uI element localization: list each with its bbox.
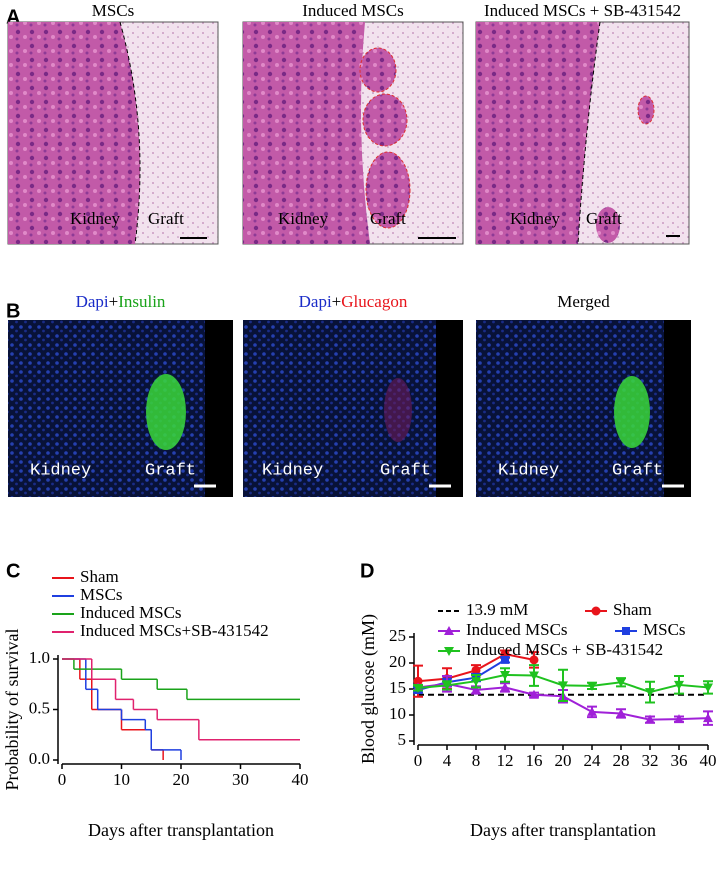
legend-label: MSCs	[643, 620, 686, 639]
data-point	[703, 683, 713, 693]
y-tick-label: 20	[389, 652, 406, 671]
region-label: Graft	[586, 209, 622, 228]
fluorescence-image	[476, 320, 691, 497]
region-label: Graft	[370, 209, 406, 228]
data-point	[674, 714, 684, 724]
x-tick-label: 10	[113, 770, 130, 789]
data-point	[616, 678, 626, 688]
data-point	[500, 682, 510, 692]
region-label: Kidney	[30, 461, 91, 480]
y-axis-label: Blood glucose (mM)	[358, 614, 379, 764]
image-title: Dapi+Insulin	[76, 292, 166, 311]
data-point	[471, 677, 481, 687]
data-point	[471, 685, 481, 695]
x-tick-label: 12	[497, 751, 514, 770]
x-tick-label: 20	[555, 751, 572, 770]
region-label: Kidney	[262, 461, 323, 480]
panel-label: D	[360, 560, 374, 582]
x-tick-label: 24	[584, 751, 602, 770]
title-part: +	[109, 292, 119, 311]
title-part: Dapi	[299, 292, 332, 311]
title-part: Dapi	[76, 292, 109, 311]
x-tick-label: 40	[292, 770, 309, 789]
panel-label: B	[6, 300, 20, 322]
data-point	[674, 680, 684, 690]
x-tick-label: 8	[472, 751, 481, 770]
image-title: Dapi+Glucagon	[299, 292, 408, 311]
legend-label: Sham	[613, 600, 652, 619]
legend-marker	[622, 627, 630, 635]
legend-marker	[591, 606, 601, 616]
data-point	[616, 708, 626, 718]
fluorescence-image	[243, 320, 463, 497]
region-label: Kidney	[510, 209, 561, 228]
y-axis-label: Probability of survival	[2, 629, 22, 791]
y-tick-label: 10	[389, 704, 406, 723]
data-point	[500, 670, 510, 680]
image-title: Induced MSCs + SB-431542	[484, 1, 681, 20]
x-tick-label: 20	[173, 770, 190, 789]
image-title: MSCs	[92, 1, 135, 20]
title-part: +	[332, 292, 342, 311]
micrograph	[7, 21, 219, 245]
legend-label: Induced MSCs + SB-431542	[466, 640, 663, 659]
y-tick-label: 1.0	[29, 648, 50, 667]
title-part: Insulin	[118, 292, 166, 311]
x-tick-label: 32	[642, 751, 659, 770]
x-axis-label: Days after transplantation	[470, 820, 656, 840]
x-tick-label: 30	[232, 770, 249, 789]
legend-label: Sham	[80, 567, 119, 586]
data-point	[529, 671, 539, 681]
data-point	[645, 688, 655, 698]
fluorescence-image	[8, 320, 233, 497]
y-tick-label: 0.0	[29, 749, 50, 768]
data-point	[413, 683, 423, 693]
data-point	[645, 714, 655, 724]
region-label: Kidney	[498, 461, 559, 480]
data-point	[529, 655, 539, 665]
data-point	[529, 689, 539, 699]
micrograph	[475, 21, 690, 245]
title-part: Glucagon	[341, 292, 408, 311]
x-tick-label: 40	[700, 751, 717, 770]
region-label: Kidney	[70, 209, 121, 228]
x-tick-label: 0	[58, 770, 67, 789]
data-point	[501, 655, 509, 664]
legend-label: 13.9 mM	[466, 600, 528, 619]
data-point	[442, 681, 452, 691]
x-axis-label: Days after transplantation	[88, 820, 274, 840]
region-label: Graft	[148, 209, 184, 228]
title-part: Merged	[557, 292, 610, 311]
data-point	[587, 681, 597, 691]
legend-label: Induced MSCs	[80, 603, 182, 622]
panel-label: C	[6, 560, 20, 582]
legend-marker	[444, 647, 454, 656]
y-tick-label: 15	[389, 678, 406, 697]
data-point	[558, 681, 568, 691]
x-tick-label: 28	[613, 751, 630, 770]
data-point	[413, 676, 423, 686]
image-title: Merged	[557, 292, 610, 311]
data-point	[587, 706, 597, 716]
y-tick-label: 0.5	[29, 698, 50, 717]
image-title: Induced MSCs	[302, 1, 404, 20]
legend-label: Induced MSCs+SB-431542	[80, 621, 269, 640]
data-point	[703, 713, 713, 723]
y-tick-label: 25	[389, 626, 406, 645]
region-label: Graft	[380, 461, 431, 480]
x-tick-label: 36	[671, 751, 688, 770]
region-label: Graft	[612, 461, 663, 480]
region-label: Kidney	[278, 209, 329, 228]
micrograph	[242, 21, 464, 245]
legend-label: MSCs	[80, 585, 123, 604]
legend-marker	[444, 626, 454, 635]
data-point	[471, 665, 481, 675]
x-tick-label: 16	[526, 751, 543, 770]
x-tick-label: 0	[414, 751, 423, 770]
region-label: Graft	[145, 461, 196, 480]
x-tick-label: 4	[443, 751, 452, 770]
y-tick-label: 5	[398, 730, 407, 749]
legend-label: Induced MSCs	[466, 620, 568, 639]
